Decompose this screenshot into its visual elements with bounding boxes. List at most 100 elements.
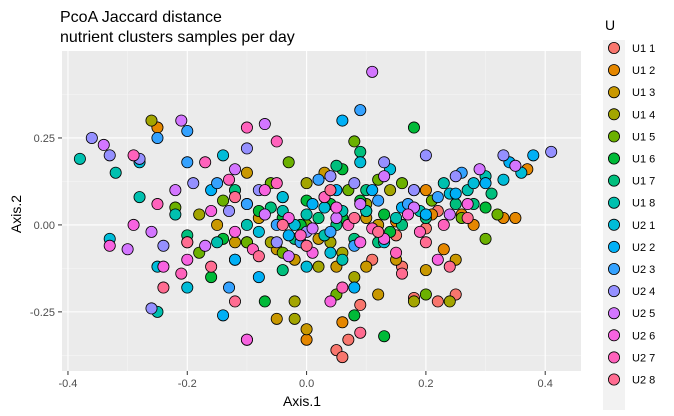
data-point [384,184,397,197]
data-point [205,271,218,284]
data-point [545,145,558,158]
x-tick-label: 0.2 [418,378,433,390]
legend-key [608,174,621,187]
data-point [348,211,361,224]
data-point [354,236,367,249]
data-point [276,264,289,277]
data-point [300,323,313,336]
data-point [228,253,241,266]
legend-label: U2 6 [632,330,655,342]
data-point [169,184,182,197]
data-point [497,149,510,162]
legend-label: U1 8 [632,198,655,210]
data-point [431,191,444,204]
legend-label: U1 1 [632,43,655,55]
data-point [336,253,349,266]
data-point [240,166,253,179]
data-point [443,208,456,221]
data-point [145,302,158,315]
data-point [282,250,295,263]
data-point [372,225,385,238]
data-point [157,281,170,294]
data-point [228,236,241,249]
data-point [366,65,379,78]
data-point [449,198,462,211]
data-point [276,218,289,231]
legend-label: U1 6 [632,154,655,166]
data-point [330,201,343,214]
data-point [324,170,337,183]
data-point [181,253,194,266]
legend-key [608,196,621,209]
data-point [300,208,313,221]
legend-label: U2 5 [632,308,655,320]
data-point [211,236,224,249]
data-point [181,156,194,169]
data-point [282,229,295,242]
data-point [300,260,313,273]
data-point [258,208,271,221]
data-point [157,260,170,273]
data-point [360,260,373,273]
data-point [199,239,212,252]
data-point [276,191,289,204]
data-point [258,118,271,131]
data-point [318,201,331,214]
data-point [378,208,391,221]
data-point [449,187,462,200]
legend-title: U [605,17,615,33]
legend-key [608,42,621,55]
data-point [461,198,474,211]
data-point [407,184,420,197]
data-point [121,243,134,256]
legend-label: U1 2 [632,65,655,77]
data-point [211,218,224,231]
data-point [485,187,498,200]
data-point [240,142,253,155]
data-point [85,131,98,144]
y-tick-label: 0.00 [34,220,55,232]
data-point [479,201,492,214]
data-point [270,236,283,249]
legend-key [608,285,621,298]
data-point [205,204,218,217]
data-point [354,298,367,311]
data-point [437,243,450,256]
data-point [491,208,504,221]
data-point [103,239,116,252]
data-point [169,208,182,221]
data-point [401,208,414,221]
data-point [300,239,313,252]
data-point [354,198,367,211]
data-point [407,121,420,134]
data-point [336,316,349,329]
data-points [73,65,558,364]
data-point [145,225,158,238]
y-tick-label: 0.25 [34,133,55,145]
data-point [217,194,230,207]
data-point [228,295,241,308]
data-point [479,177,492,190]
legend-label: U2 1 [632,220,655,232]
data-point [419,208,432,221]
data-point [282,156,295,169]
x-tick-label: -0.2 [178,378,197,390]
data-point [240,198,253,211]
data-point [419,149,432,162]
data-point [252,225,265,238]
data-point [419,288,432,301]
data-point [324,246,337,259]
legend-label: U1 3 [632,87,655,99]
legend-label: U2 4 [632,286,655,298]
data-point [336,351,349,364]
data-point [103,149,116,162]
data-point [228,163,241,176]
data-point [461,211,474,224]
data-point [527,149,540,162]
data-point [151,131,164,144]
y-axis-ticks: -0.25 0.00 0.25 [30,133,62,319]
data-point [473,163,486,176]
data-point [509,159,522,172]
data-point [300,333,313,346]
data-point [240,333,253,346]
